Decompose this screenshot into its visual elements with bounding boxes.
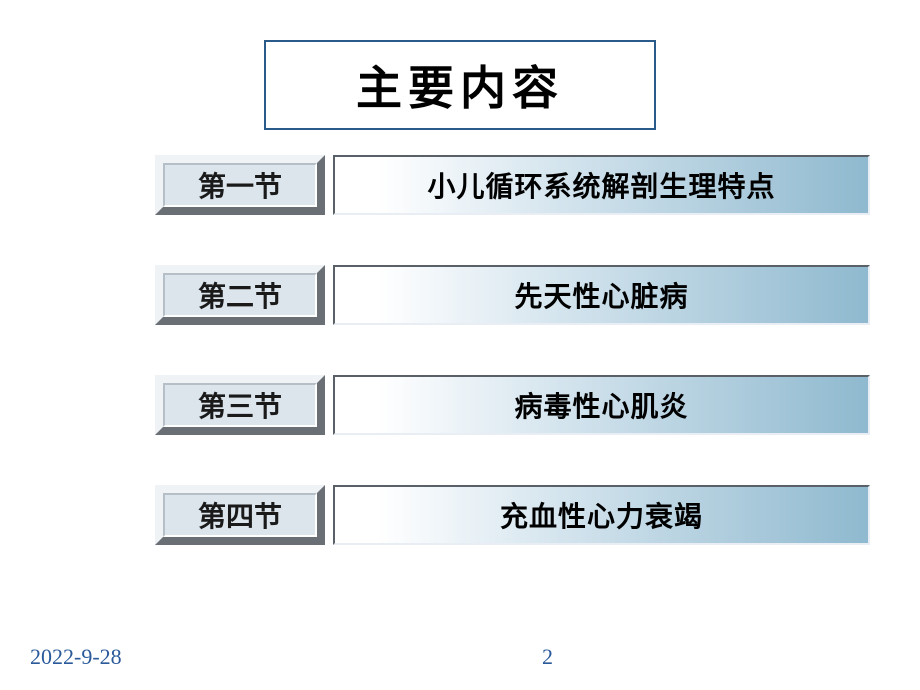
footer-page-number: 2 — [542, 644, 553, 670]
section-label-2: 第二节 — [155, 265, 325, 325]
title-box: 主要内容 — [264, 40, 656, 130]
section-desc-3: 病毒性心肌炎 — [333, 375, 870, 435]
section-row: 第一节 小儿循环系统解剖生理特点 — [155, 155, 870, 215]
footer-date: 2022-9-28 — [30, 644, 122, 670]
section-row: 第二节 先天性心脏病 — [155, 265, 870, 325]
section-desc-2: 先天性心脏病 — [333, 265, 870, 325]
section-row: 第三节 病毒性心肌炎 — [155, 375, 870, 435]
section-label-4: 第四节 — [155, 485, 325, 545]
section-row: 第四节 充血性心力衰竭 — [155, 485, 870, 545]
sections-container: 第一节 小儿循环系统解剖生理特点 第二节 先天性心脏病 第三节 病毒性心肌炎 第… — [155, 155, 870, 595]
section-desc-4: 充血性心力衰竭 — [333, 485, 870, 545]
page-title: 主要内容 — [356, 52, 564, 118]
section-desc-1: 小儿循环系统解剖生理特点 — [333, 155, 870, 215]
section-label-3: 第三节 — [155, 375, 325, 435]
section-label-1: 第一节 — [155, 155, 325, 215]
